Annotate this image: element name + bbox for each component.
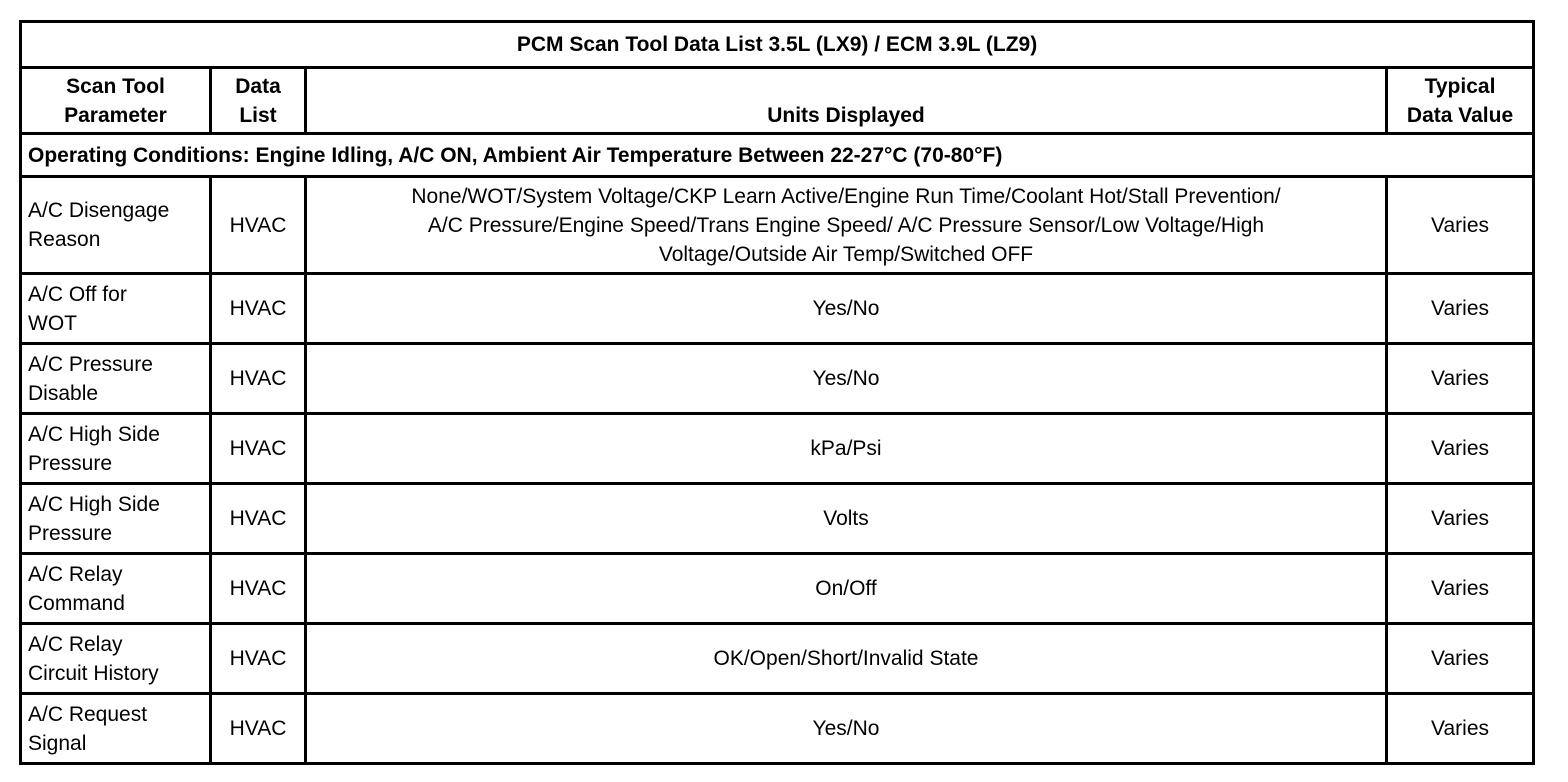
typical-value-cell: Varies	[1384, 482, 1536, 555]
units-cell: Volts	[304, 482, 1388, 555]
parameter-cell: A/C Relay Command	[19, 552, 212, 625]
table-row: A/C Request Signal HVAC Yes/No Varies	[19, 692, 1536, 765]
data-list-cell: HVAC	[209, 342, 307, 415]
parameter-cell: A/C Disengage Reason	[19, 175, 212, 275]
data-list-cell: HVAC	[209, 482, 307, 555]
units-cell: Yes/No	[304, 692, 1388, 765]
units-cell: kPa/Psi	[304, 412, 1388, 485]
table-title: PCM Scan Tool Data List 3.5L (LX9) / ECM…	[18, 20, 1536, 69]
data-list-cell: HVAC	[209, 412, 307, 485]
table-row: A/C High Side Pressure HVAC Volts Varies	[19, 482, 1536, 555]
data-list-cell: HVAC	[209, 272, 307, 345]
units-cell: OK/Open/Short/Invalid State	[304, 622, 1388, 695]
scan-tool-data-table: PCM Scan Tool Data List 3.5L (LX9) / ECM…	[18, 20, 1536, 765]
table-row: A/C High Side Pressure HVAC kPa/Psi Varie…	[19, 412, 1536, 485]
parameter-cell: A/C Request Signal	[19, 692, 212, 765]
header-units: Units Displayed	[304, 66, 1388, 135]
units-cell: Yes/No	[304, 272, 1388, 345]
table-row: A/C Relay Circuit History HVAC OK/Open/Sh…	[19, 622, 1536, 695]
header-typical-value: Typical Data Value	[1384, 66, 1536, 135]
typical-value-cell: Varies	[1384, 342, 1536, 415]
table-row: A/C Disengage Reason HVAC None/WOT/System…	[19, 175, 1536, 275]
header-parameter: Scan Tool Parameter	[19, 66, 212, 135]
parameter-cell: A/C High Side Pressure	[19, 412, 212, 485]
data-list-cell: HVAC	[209, 175, 307, 275]
units-cell: None/WOT/System Voltage/CKP Learn Active…	[304, 175, 1388, 275]
typical-value-cell: Varies	[1384, 175, 1536, 275]
typical-value-cell: Varies	[1384, 692, 1536, 765]
operating-conditions: Operating Conditions: Engine Idling, A/C…	[18, 132, 1536, 178]
typical-value-cell: Varies	[1384, 552, 1536, 625]
parameter-cell: A/C Relay Circuit History	[19, 622, 212, 695]
header-data-list: Data List	[209, 66, 307, 135]
table-row: A/C Pressure Disable HVAC Yes/No Varies	[19, 342, 1536, 415]
header-row: Scan Tool Parameter Data List Units Displa…	[19, 66, 1536, 135]
parameter-cell: A/C Pressure Disable	[19, 342, 212, 415]
data-list-cell: HVAC	[209, 622, 307, 695]
parameter-cell: A/C Off for WOT	[19, 272, 212, 345]
table-row: A/C Relay Command HVAC On/Off Varies	[19, 552, 1536, 625]
typical-value-cell: Varies	[1384, 272, 1536, 345]
typical-value-cell: Varies	[1384, 622, 1536, 695]
parameter-cell: A/C High Side Pressure	[19, 482, 212, 555]
table-row: A/C Off for WOT HVAC Yes/No Varies	[19, 272, 1536, 345]
data-list-cell: HVAC	[209, 692, 307, 765]
units-cell: On/Off	[304, 552, 1388, 625]
typical-value-cell: Varies	[1384, 412, 1536, 485]
units-cell: Yes/No	[304, 342, 1388, 415]
data-list-cell: HVAC	[209, 552, 307, 625]
